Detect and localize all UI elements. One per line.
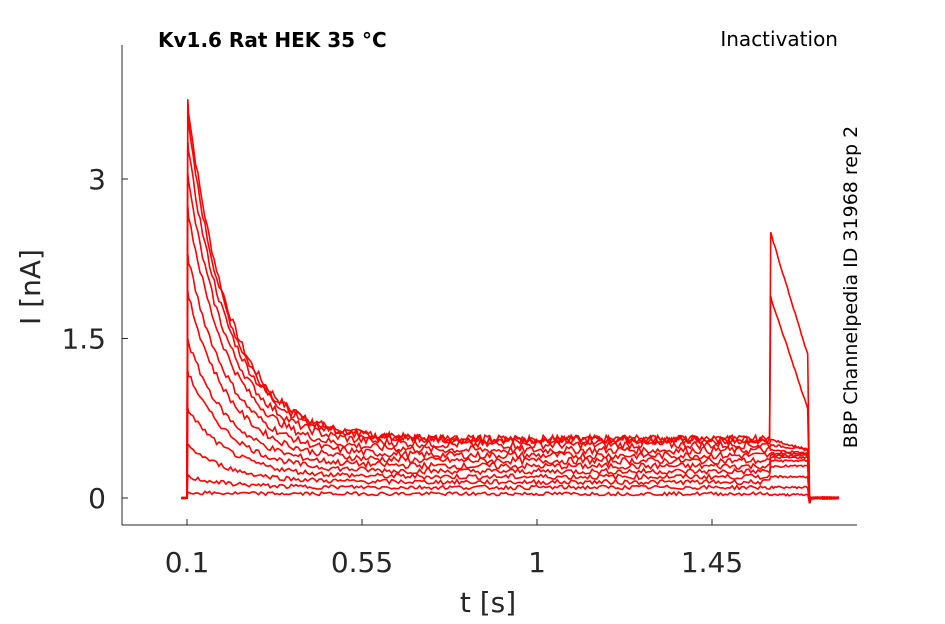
ticks: 0.1 0.55 1 1.45 0 1.5 3	[61, 163, 743, 579]
current-trace-6	[181, 253, 840, 504]
current-trace-11	[181, 444, 839, 504]
x-tick-label: 0.55	[331, 546, 393, 579]
current-trace-3	[180, 141, 840, 504]
x-tick-label: 0.1	[165, 546, 210, 579]
current-trace-10	[181, 407, 839, 504]
x-tick-label: 1	[528, 546, 546, 579]
current-trace-2	[181, 115, 839, 504]
y-tick-label: 3	[88, 163, 106, 196]
axes	[121, 45, 857, 526]
current-trace-13	[180, 490, 839, 504]
current-trace-9	[181, 370, 840, 504]
y-tick-label: 1.5	[61, 323, 106, 356]
chart-title: Kv1.6 Rat HEK 35 °C	[158, 28, 387, 52]
current-trace-5	[181, 205, 839, 504]
x-tick-label: 1.45	[681, 546, 743, 579]
y-tick-label: 0	[88, 482, 106, 515]
side-label: BBP Channelpedia ID 31968 rep 2	[840, 126, 862, 448]
y-axis-label: I [nA]	[14, 249, 47, 325]
current-trace-8	[180, 338, 840, 504]
current-trace-7	[180, 290, 840, 504]
current-trace-12	[181, 473, 840, 504]
chart-subtitle: Inactivation	[720, 27, 838, 51]
x-axis-label: t [s]	[460, 586, 516, 619]
plot-lines	[180, 99, 840, 504]
